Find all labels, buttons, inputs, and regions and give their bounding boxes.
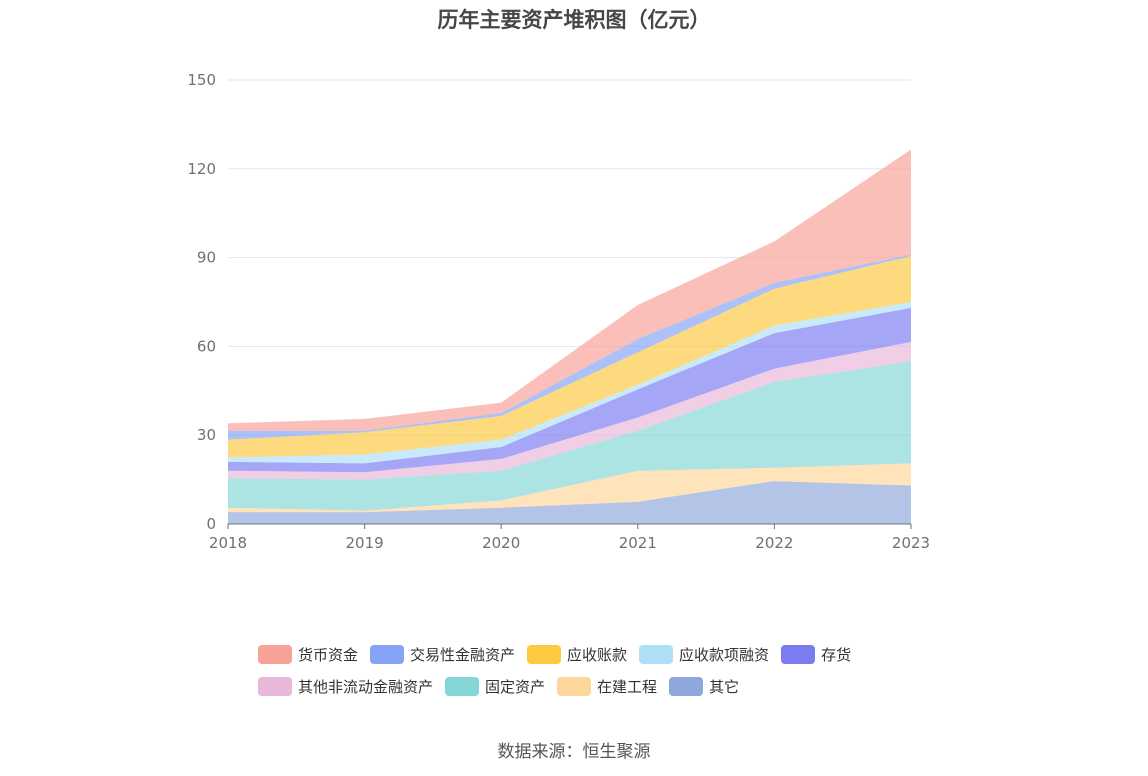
y-tick-label: 60 (197, 337, 216, 355)
legend-item[interactable]: 在建工程 (557, 676, 657, 697)
y-tick-label: 0 (206, 515, 216, 533)
area-series-6[interactable] (228, 256, 911, 458)
legend-swatch (370, 644, 405, 664)
area-series-7[interactable] (228, 254, 911, 440)
legend-item[interactable]: 货币资金 (258, 644, 358, 665)
legend-swatch (669, 676, 704, 696)
x-tick-label: 2023 (892, 534, 930, 552)
x-tick-label: 2022 (755, 534, 793, 552)
area-series-8[interactable] (228, 149, 911, 431)
legend-label: 其它 (709, 677, 740, 696)
legend-swatch (557, 676, 592, 696)
legend-row: 其他非流动金融资产 固定资产 在建工程 其它 (258, 670, 958, 702)
axes: 0 30 60 90 120 150 2018 2019 2020 2021 2022 2023 (187, 71, 930, 552)
x-tick-label: 2020 (482, 534, 520, 552)
legend: 货币资金 交易性金融资产 应收账款 应收款项融资 存货其他非流动金融资产 固定资产 在建工程… (258, 638, 958, 702)
data-source-note: 数据来源：恒生聚源 (497, 742, 651, 762)
legend-label: 固定资产 (485, 677, 546, 696)
area-series-5[interactable] (228, 302, 911, 464)
y-tick-label: 150 (187, 71, 216, 89)
legend-item[interactable]: 交易性金融资产 (370, 644, 515, 665)
legend-item[interactable]: 固定资产 (445, 676, 545, 697)
legend-swatch (258, 676, 292, 696)
area-series-4[interactable] (228, 307, 911, 473)
y-tick-label: 120 (187, 160, 216, 178)
legend-label: 应收账款 (567, 645, 628, 664)
legend-label: 货币资金 (298, 645, 359, 664)
y-tick-label: 90 (197, 249, 216, 267)
legend-label: 应收款项融资 (679, 645, 770, 664)
legend-swatch (445, 676, 480, 696)
x-tick-label: 2019 (346, 534, 384, 552)
legend-label: 在建工程 (597, 677, 658, 696)
x-tick-label: 2018 (209, 534, 247, 552)
legend-item[interactable]: 其它 (669, 676, 739, 697)
legend-row: 货币资金 交易性金融资产 应收账款 应收款项融资 存货 (258, 638, 958, 670)
legend-label: 其他非流动金融资产 (298, 677, 434, 696)
legend-swatch (258, 644, 292, 664)
series-areas (228, 149, 911, 524)
area-series-2[interactable] (228, 361, 911, 511)
legend-item[interactable]: 其他非流动金融资产 (258, 676, 433, 697)
legend-swatch (781, 644, 816, 664)
legend-label: 交易性金融资产 (410, 645, 516, 664)
area-series-1[interactable] (228, 463, 911, 513)
area-series-0[interactable] (228, 481, 911, 524)
legend-swatch (527, 644, 562, 664)
stacked-area-chart: 0 30 60 90 120 150 2018 2019 2020 2021 2022 2023 (187, 71, 930, 552)
legend-item[interactable]: 存货 (781, 644, 851, 665)
area-series-3[interactable] (228, 341, 911, 480)
legend-item[interactable]: 应收款项融资 (639, 644, 769, 665)
legend-item[interactable]: 应收账款 (527, 644, 627, 665)
x-tick-label: 2021 (619, 534, 657, 552)
legend-label: 存货 (821, 645, 852, 664)
legend-swatch (639, 644, 674, 664)
y-tick-label: 30 (197, 426, 216, 444)
chart-title: 历年主要资产堆积图（亿元） (437, 8, 711, 32)
